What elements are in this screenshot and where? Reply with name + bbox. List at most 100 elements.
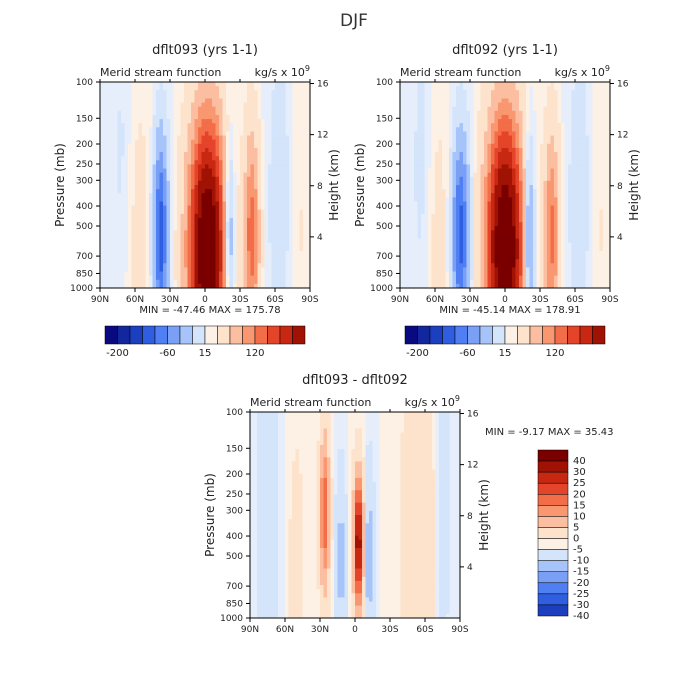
heatmap-cell (205, 222, 209, 227)
heatmap-cell (292, 263, 297, 268)
heatmap-cell (121, 86, 125, 91)
heatmap-cell (519, 267, 523, 272)
heatmap-cell (306, 230, 311, 235)
heatmap-cell (257, 123, 262, 128)
heatmap-cell (414, 98, 418, 103)
heatmap-cell (512, 259, 516, 264)
heatmap-cell (522, 164, 527, 169)
heatmap-cell (526, 147, 530, 153)
heatmap-cell (526, 135, 530, 141)
heatmap-cell (424, 189, 429, 194)
heatmap-cell (103, 209, 108, 215)
heatmap-cell (247, 94, 251, 99)
heatmap-cell (414, 156, 418, 161)
heatmap-cell (156, 193, 160, 198)
heatmap-cell (194, 147, 199, 153)
heatmap-cell (522, 172, 527, 178)
heatmap-cell (142, 86, 146, 91)
heatmap-cell (303, 98, 307, 103)
heatmap-cell (166, 222, 171, 227)
heatmap-cell (452, 279, 457, 285)
heatmap-cell (299, 114, 304, 120)
heatmap-cell (201, 279, 206, 285)
heatmap-cell (494, 90, 499, 95)
heatmap-cell (484, 213, 488, 219)
heatmap-cell (529, 156, 534, 161)
heatmap-cell (438, 234, 443, 239)
heatmap-cell (135, 213, 139, 219)
heatmap-cell (289, 213, 293, 219)
heatmap-cell (473, 119, 478, 124)
heatmap-cell (166, 279, 171, 285)
heatmap-cell (445, 263, 450, 268)
heatmap-cell (512, 106, 516, 112)
heatmap-cell (247, 255, 251, 260)
colorbar-swatch (104, 325, 118, 345)
heatmap-cell (247, 226, 251, 231)
heatmap-cell (124, 86, 129, 91)
heatmap-cell (414, 222, 418, 227)
heatmap-cell (121, 201, 125, 206)
heatmap-cell (275, 189, 279, 194)
heatmap-cell (142, 250, 146, 256)
heatmap-cell (194, 135, 199, 141)
heatmap-cell (194, 283, 199, 289)
heatmap-cell (268, 180, 272, 186)
heatmap-cell (226, 131, 230, 136)
heatmap-cell (135, 283, 139, 289)
heatmap-cell (261, 185, 265, 190)
heatmap-cell (498, 94, 502, 99)
heatmap-cell (421, 168, 425, 174)
heatmap-cell (278, 250, 283, 256)
heatmap-cell (170, 259, 174, 264)
heatmap-cell (261, 156, 265, 161)
heatmap-cell (114, 164, 118, 169)
colorbar-swatch (242, 325, 256, 345)
heatmap-cell (166, 110, 171, 116)
heatmap-cell (306, 139, 311, 145)
heatmap-cell (247, 275, 251, 281)
heatmap-cell (261, 213, 265, 219)
heatmap-cell (522, 98, 527, 103)
heatmap-cell (163, 164, 167, 169)
heatmap-cell (117, 213, 122, 219)
heatmap-cell (173, 279, 178, 285)
heatmap-cell (149, 263, 153, 268)
heatmap-cell (529, 86, 534, 91)
heatmap-cell (159, 102, 164, 108)
heatmap-cell (449, 283, 453, 289)
heatmap-cell (278, 139, 283, 145)
heatmap-cell (470, 152, 474, 157)
heatmap-cell (107, 123, 111, 128)
heatmap-cell (229, 246, 234, 252)
heatmap-cell (128, 267, 132, 272)
heatmap-cell (152, 123, 157, 128)
heatmap-cell (107, 263, 111, 268)
heatmap-cell (407, 94, 411, 99)
chart-panel-dflt093: dflt093 (yrs 1-1)Merid stream function kg… (53, 43, 341, 359)
heatmap-cell (435, 238, 439, 244)
heatmap-cell (282, 86, 286, 91)
heatmap-cell (254, 189, 258, 194)
heatmap-cell (212, 279, 216, 285)
heatmap-cell (128, 82, 132, 87)
heatmap-cell (505, 139, 509, 145)
heatmap-cell (487, 213, 492, 219)
heatmap-cell (198, 222, 202, 227)
heatmap-cell (100, 123, 104, 128)
heatmap-cell (428, 168, 432, 174)
heatmap-cell (278, 205, 283, 211)
heatmap-cell (431, 168, 436, 174)
heatmap-cell (110, 86, 115, 91)
heatmap-cell (177, 164, 181, 169)
heatmap-cell (449, 164, 453, 169)
heatmap-cell (208, 119, 213, 124)
heatmap-cell (180, 213, 185, 219)
heatmap-cell (131, 135, 136, 141)
heatmap-cell (407, 131, 411, 136)
heatmap-cell (466, 238, 471, 244)
heatmap-cell (233, 230, 237, 235)
heatmap-cell (296, 147, 300, 153)
heatmap-cell (445, 164, 450, 169)
heatmap-cell (226, 119, 230, 124)
